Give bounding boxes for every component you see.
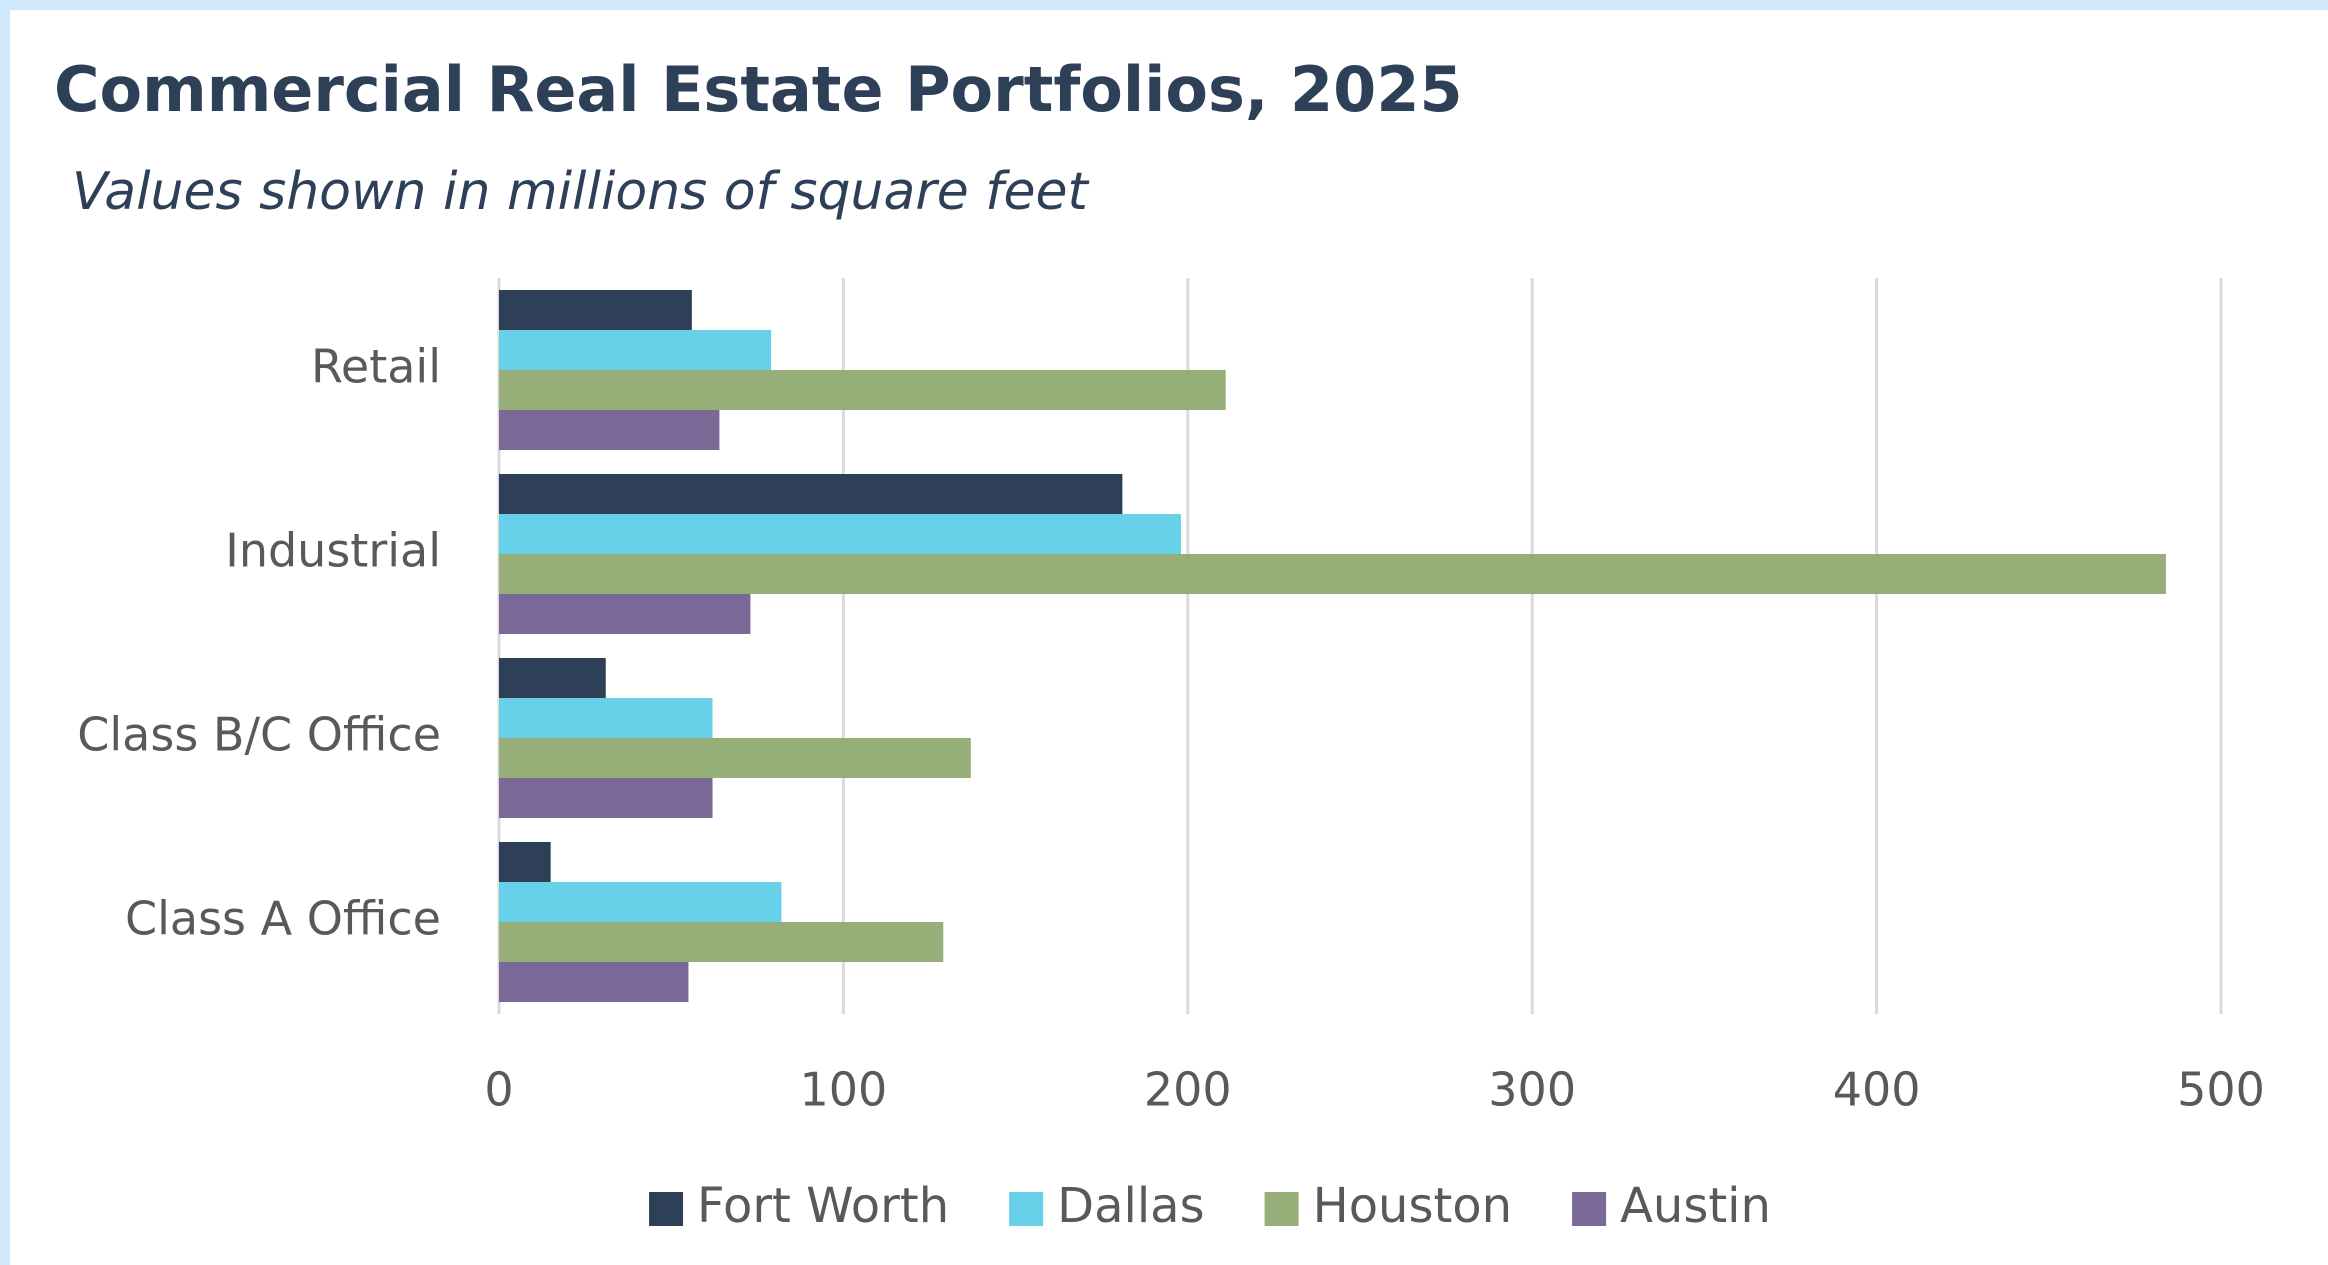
card <box>10 10 2328 1265</box>
bar <box>499 922 944 962</box>
legend-swatch <box>649 1192 684 1226</box>
bar <box>499 370 1226 410</box>
bar <box>499 554 2166 594</box>
y-tick-label: Industrial <box>225 524 441 578</box>
bar <box>499 330 772 370</box>
legend-swatch <box>1009 1192 1044 1226</box>
bar <box>499 842 551 882</box>
x-tick-label: 500 <box>2177 1063 2265 1117</box>
y-tick-label: Retail <box>311 340 441 394</box>
bar <box>499 594 751 634</box>
chart-title: Commercial Real Estate Portfolios, 2025 <box>54 53 1463 126</box>
bar <box>499 658 606 698</box>
x-tick-label: 0 <box>484 1063 513 1117</box>
chart-subtitle: Values shown in millions of square feet <box>72 162 1090 222</box>
legend-label: Austin <box>1620 1178 1771 1234</box>
bar <box>499 514 1181 554</box>
bar <box>499 698 713 738</box>
legend-label: Fort Worth <box>697 1178 949 1234</box>
bar <box>499 410 720 450</box>
bar <box>499 778 713 818</box>
legend-label: Dallas <box>1057 1178 1204 1234</box>
legend-swatch <box>1264 1192 1299 1226</box>
legend-label: Houston <box>1313 1178 1513 1234</box>
bar <box>499 962 689 1002</box>
bar <box>499 474 1123 514</box>
x-tick-label: 100 <box>799 1063 887 1117</box>
x-tick-label: 400 <box>1833 1063 1921 1117</box>
x-tick-label: 300 <box>1488 1063 1576 1117</box>
x-tick-label: 200 <box>1144 1063 1232 1117</box>
bar <box>499 738 971 778</box>
bar <box>499 290 692 330</box>
y-tick-label: Class B/C Office <box>77 708 441 762</box>
y-tick-label: Class A Office <box>125 892 441 946</box>
legend-swatch <box>1572 1192 1607 1226</box>
bar <box>499 882 782 922</box>
